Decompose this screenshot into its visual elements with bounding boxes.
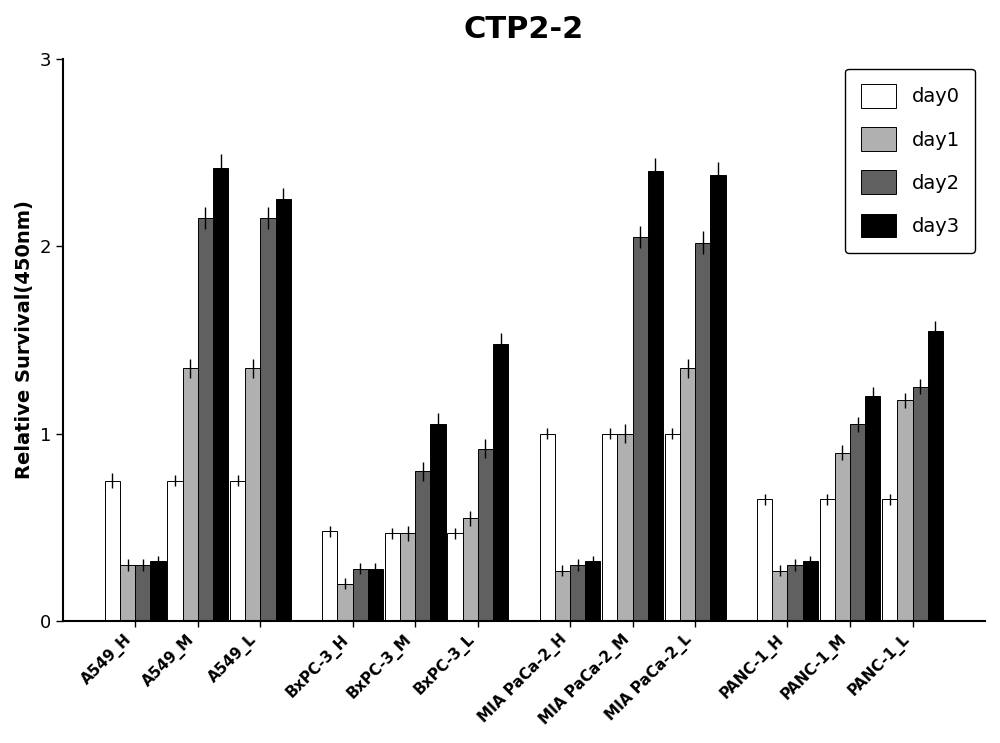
Title: CTP2-2: CTP2-2 — [464, 15, 584, 44]
Bar — [463, 518, 478, 621]
Bar — [695, 242, 710, 621]
Legend: day0, day1, day2, day3: day0, day1, day2, day3 — [845, 68, 975, 253]
Bar — [447, 533, 463, 621]
Bar — [665, 434, 680, 621]
Bar — [928, 331, 943, 621]
Bar — [540, 434, 555, 621]
Bar — [198, 218, 213, 621]
Bar — [400, 533, 415, 621]
Bar — [648, 172, 663, 621]
Bar — [276, 199, 291, 621]
Bar — [710, 175, 726, 621]
Bar — [135, 565, 150, 621]
Bar — [337, 584, 353, 621]
Bar — [602, 434, 617, 621]
Bar — [493, 344, 508, 621]
Bar — [585, 561, 600, 621]
Bar — [803, 561, 818, 621]
Bar — [430, 424, 446, 621]
Bar — [105, 481, 120, 621]
Bar — [353, 568, 368, 621]
Bar — [787, 565, 803, 621]
Bar — [835, 452, 850, 621]
Bar — [882, 499, 897, 621]
Bar — [150, 561, 166, 621]
Bar — [555, 571, 570, 621]
Bar — [167, 481, 183, 621]
Bar — [120, 565, 135, 621]
Bar — [478, 449, 493, 621]
Bar — [183, 369, 198, 621]
Bar — [230, 481, 245, 621]
Bar — [820, 499, 835, 621]
Bar — [322, 531, 337, 621]
Bar — [260, 218, 276, 621]
Bar — [772, 571, 787, 621]
Bar — [850, 424, 865, 621]
Bar — [245, 369, 260, 621]
Bar — [368, 568, 383, 621]
Bar — [913, 387, 928, 621]
Bar — [385, 533, 400, 621]
Bar — [897, 400, 913, 621]
Bar — [865, 396, 880, 621]
Bar — [633, 237, 648, 621]
Bar — [617, 434, 633, 621]
Bar — [213, 168, 228, 621]
Bar — [570, 565, 585, 621]
Y-axis label: Relative Survival(450nm): Relative Survival(450nm) — [15, 201, 34, 479]
Bar — [680, 369, 695, 621]
Bar — [757, 499, 772, 621]
Bar — [415, 471, 430, 621]
